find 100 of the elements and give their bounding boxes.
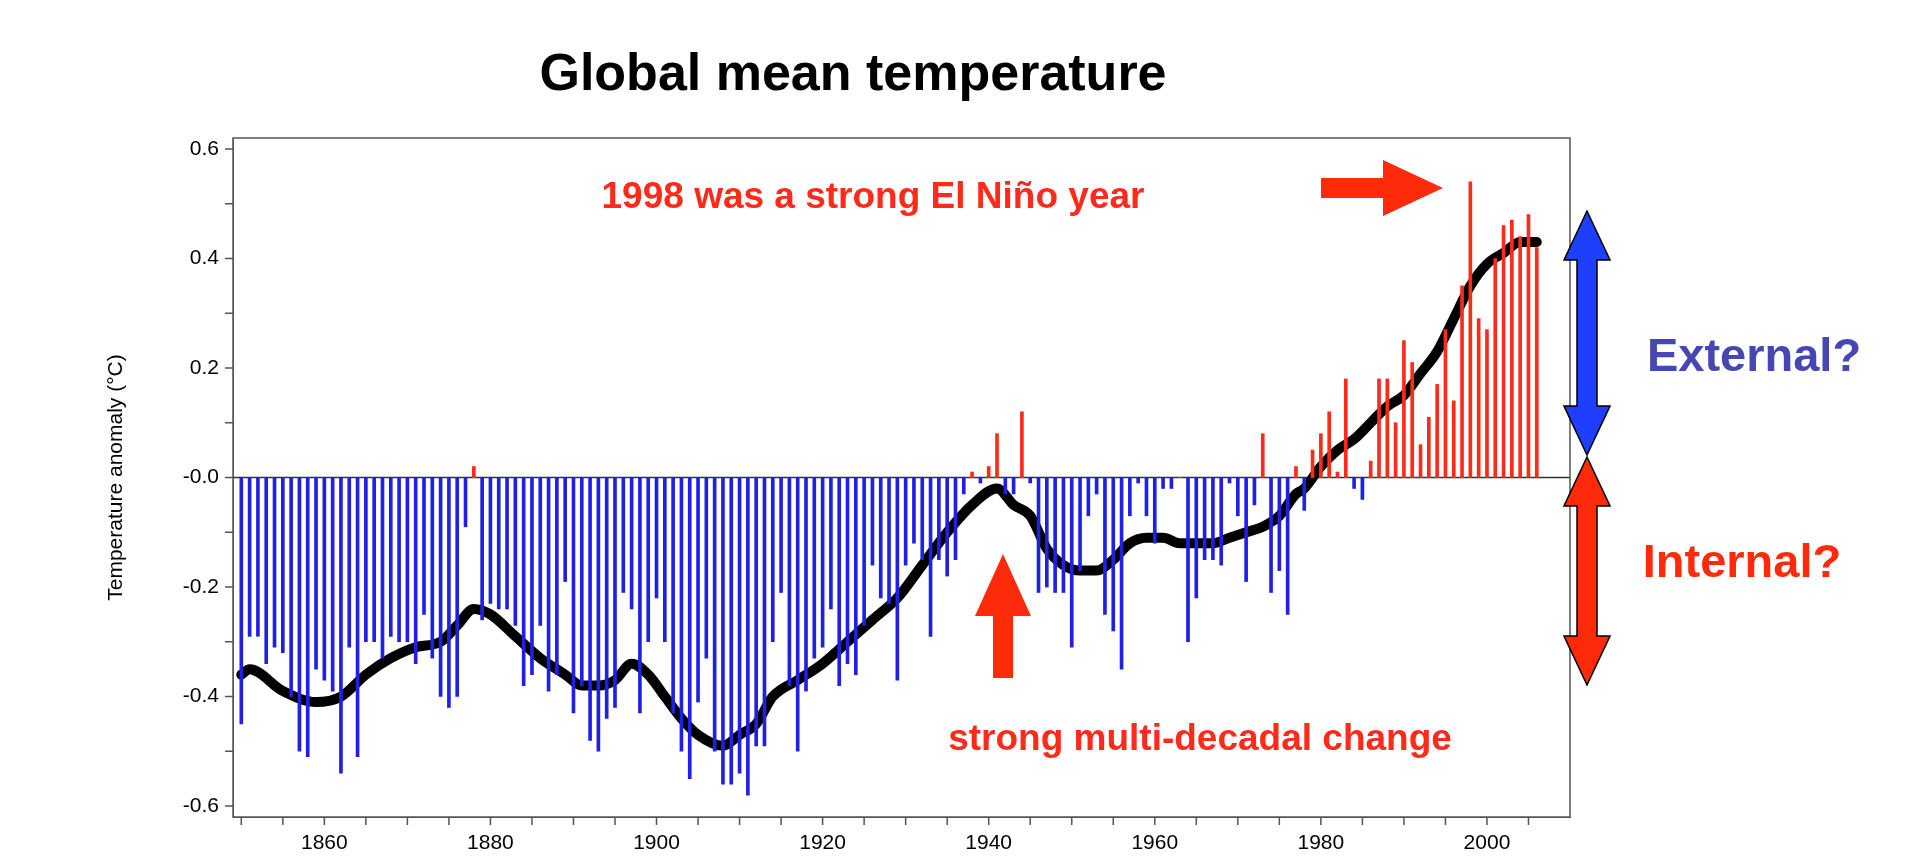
bar	[1045, 477, 1049, 588]
annotation: 1998 was a strong El Niño year	[601, 175, 1145, 217]
bar	[1410, 362, 1415, 478]
text: Internal?	[1642, 532, 1842, 588]
bar	[1236, 477, 1240, 517]
bar	[372, 477, 376, 643]
bar	[1128, 477, 1132, 517]
bar	[256, 477, 260, 637]
bar	[912, 477, 916, 544]
y-tick-label: -0.6	[182, 792, 219, 816]
bar	[1194, 477, 1199, 599]
x-tick-label: 2000	[1463, 830, 1511, 854]
bar	[430, 477, 435, 659]
bar	[1402, 340, 1406, 478]
y-tick-label: 0.6	[189, 135, 219, 159]
text: External?	[1646, 326, 1862, 382]
bar	[1003, 477, 1008, 495]
bar	[1152, 477, 1157, 544]
bar	[1327, 411, 1331, 478]
bar	[746, 477, 750, 796]
bar	[1136, 477, 1140, 484]
bar	[1435, 384, 1439, 478]
bar	[770, 477, 775, 643]
bar	[1211, 477, 1215, 560]
bar	[472, 466, 476, 478]
x-tick-label: 1880	[467, 830, 514, 854]
bar	[1460, 285, 1464, 478]
bar	[480, 477, 484, 621]
bar	[1534, 247, 1539, 478]
bar	[496, 477, 501, 610]
bar	[1319, 433, 1323, 478]
bar	[696, 477, 700, 703]
bar	[986, 466, 991, 478]
bar	[804, 477, 808, 692]
bar	[1427, 416, 1431, 478]
bar	[878, 477, 883, 599]
bar	[1451, 400, 1456, 478]
bar	[646, 477, 651, 643]
bar	[970, 471, 974, 478]
bar	[721, 477, 725, 785]
y-tick-label: 0.4	[189, 245, 220, 269]
bar	[588, 477, 592, 741]
bar	[854, 477, 858, 675]
bar	[455, 477, 460, 697]
bar	[613, 477, 617, 708]
bar	[1377, 378, 1381, 478]
bar	[754, 477, 758, 747]
x-tick-label: 1960	[1131, 830, 1179, 854]
bar	[1111, 477, 1116, 632]
bar	[920, 477, 925, 560]
bar	[779, 477, 783, 593]
bar	[422, 477, 426, 615]
bar	[961, 477, 966, 495]
x-tick-label: 1980	[1297, 830, 1345, 854]
bar	[530, 477, 534, 675]
bar	[1269, 477, 1273, 593]
bar	[1352, 477, 1356, 489]
bar	[264, 477, 269, 665]
bar	[364, 477, 368, 643]
bar	[621, 477, 626, 593]
bar	[795, 477, 800, 752]
bar	[729, 477, 734, 785]
bar	[413, 477, 418, 665]
y-tick-label: -0.2	[182, 573, 219, 597]
bar	[829, 477, 833, 610]
bar	[1368, 460, 1373, 478]
bar	[397, 477, 401, 643]
y-tick-label: -0.4	[182, 683, 220, 707]
bar	[1260, 433, 1265, 478]
x-tick-label: 1920	[799, 830, 846, 854]
bar	[1186, 477, 1190, 643]
bar	[1493, 258, 1498, 478]
bar	[388, 477, 393, 637]
bar	[447, 477, 451, 708]
bar	[314, 477, 318, 670]
bar	[945, 477, 949, 577]
bar	[1485, 329, 1489, 478]
bar	[339, 477, 343, 774]
bar	[1020, 411, 1024, 478]
bar	[538, 477, 543, 626]
bar	[1385, 378, 1390, 478]
bar	[281, 477, 285, 654]
bar	[604, 477, 609, 719]
bar	[1294, 466, 1298, 478]
y-tick-label: -0.0	[182, 464, 219, 488]
bar	[1518, 236, 1522, 478]
bar	[1053, 477, 1057, 593]
bar	[563, 477, 567, 582]
bar	[1219, 477, 1224, 566]
bar	[995, 433, 999, 478]
annotation: strong multi-decadal change	[948, 717, 1452, 759]
bar	[289, 477, 293, 697]
bar	[555, 477, 559, 675]
bar	[638, 477, 642, 714]
bar	[862, 477, 866, 626]
bar	[1510, 219, 1514, 478]
bar	[1343, 378, 1348, 478]
y-tick-label: 0.2	[189, 354, 219, 378]
bar	[837, 477, 842, 686]
bar	[671, 477, 675, 714]
